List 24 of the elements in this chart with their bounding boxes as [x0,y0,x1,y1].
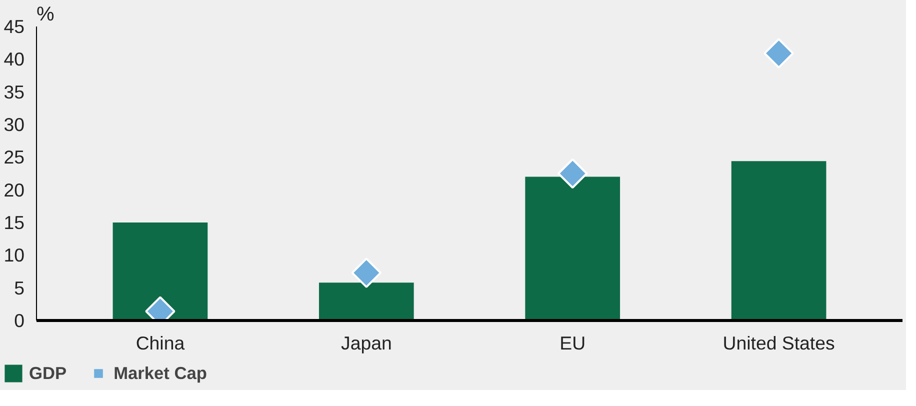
y-axis-title: % [36,4,54,26]
legend-label: Market Cap [114,362,207,384]
y-tick-label: 40 [4,48,25,70]
y-tick-label: 20 [4,179,25,200]
y-tick-label: 35 [4,81,25,102]
y-tick-label: 0 [14,310,25,331]
x-tick-label: Japan [340,332,392,354]
bar [731,161,826,320]
y-tick-label: 10 [4,244,25,266]
bar [525,176,620,320]
x-tick-label: China [136,332,186,354]
x-tick-label: EU [560,332,586,354]
legend-label: GDP [29,362,67,384]
bar [112,222,208,320]
point [764,38,794,68]
y-tick-label: 15 [4,212,25,233]
point [351,258,382,288]
bar [318,282,414,320]
y-tick-label: 45 [4,16,25,37]
y-tick-label: 5 [14,277,25,298]
y-tick-label: 30 [4,114,25,135]
point [557,158,588,189]
y-tick-label: 25 [4,146,25,168]
x-tick-label: United States [722,332,835,354]
